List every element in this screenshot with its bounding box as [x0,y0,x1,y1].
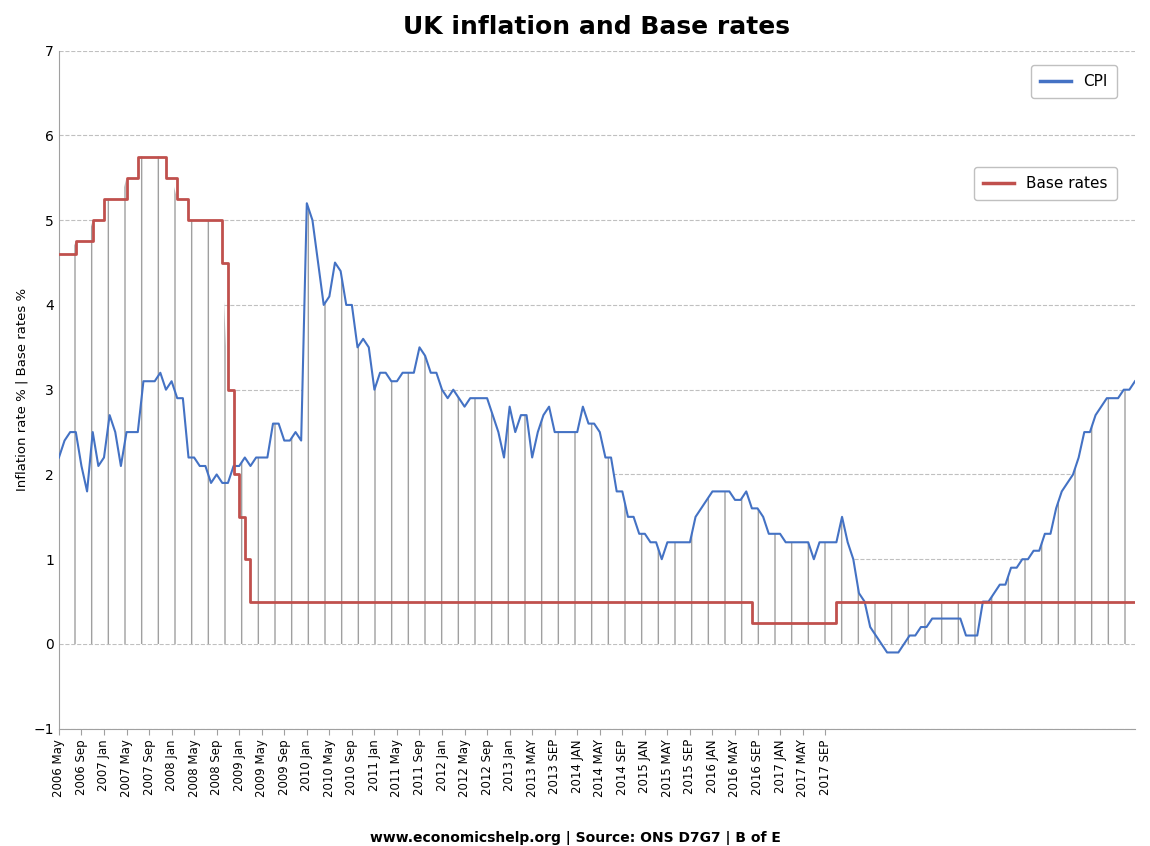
Base rates [598,596,612,607]
Base rates [187,215,201,225]
Base rates [503,596,516,607]
Text: www.economicshelp.org | Source: ONS D7G7 | B of E: www.economicshelp.org | Source: ONS D7G7… [369,831,781,845]
Base rates [131,151,145,162]
Base rates [52,249,66,259]
CPI [734,495,748,505]
Base rates [491,596,505,607]
Base rates [734,596,748,607]
CPI [1128,376,1142,387]
CPI [503,402,516,412]
CPI [598,453,612,463]
CPI [300,198,314,208]
CPI [182,453,196,463]
CPI [491,427,505,437]
CPI [52,453,66,463]
Base rates [745,618,759,628]
CPI [880,647,894,657]
Base rates [672,596,685,607]
Line: Base rates: Base rates [59,157,1135,623]
Base rates [1128,596,1142,607]
Legend: Base rates: Base rates [974,167,1117,201]
CPI [672,537,685,547]
Line: CPI: CPI [59,203,1135,652]
Y-axis label: Inflation rate % | Base rates %: Inflation rate % | Base rates % [15,288,28,492]
Title: UK inflation and Base rates: UK inflation and Base rates [404,15,790,39]
